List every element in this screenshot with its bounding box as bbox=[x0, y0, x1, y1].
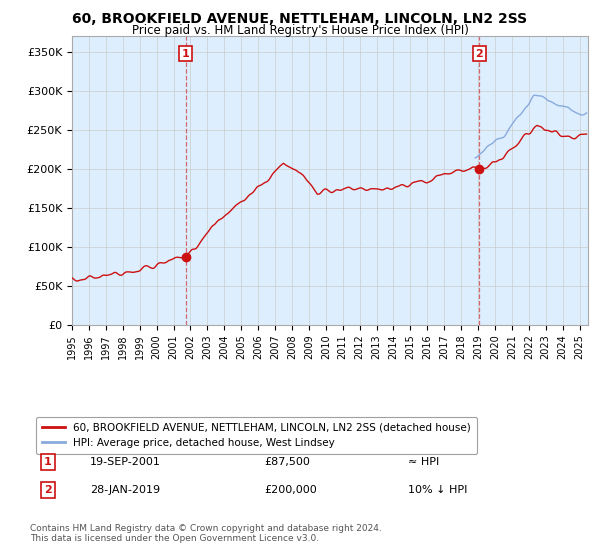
Text: 1: 1 bbox=[182, 49, 190, 59]
Text: 2: 2 bbox=[44, 485, 52, 495]
Text: 10% ↓ HPI: 10% ↓ HPI bbox=[408, 485, 467, 495]
Text: £87,500: £87,500 bbox=[264, 457, 310, 467]
Text: ≈ HPI: ≈ HPI bbox=[408, 457, 439, 467]
Text: 2: 2 bbox=[475, 49, 483, 59]
Text: 60, BROOKFIELD AVENUE, NETTLEHAM, LINCOLN, LN2 2SS: 60, BROOKFIELD AVENUE, NETTLEHAM, LINCOL… bbox=[73, 12, 527, 26]
Text: 19-SEP-2001: 19-SEP-2001 bbox=[90, 457, 161, 467]
Text: £200,000: £200,000 bbox=[264, 485, 317, 495]
Text: 1: 1 bbox=[44, 457, 52, 467]
Text: 28-JAN-2019: 28-JAN-2019 bbox=[90, 485, 160, 495]
Text: Contains HM Land Registry data © Crown copyright and database right 2024.
This d: Contains HM Land Registry data © Crown c… bbox=[30, 524, 382, 543]
Text: Price paid vs. HM Land Registry's House Price Index (HPI): Price paid vs. HM Land Registry's House … bbox=[131, 24, 469, 36]
Legend: 60, BROOKFIELD AVENUE, NETTLEHAM, LINCOLN, LN2 2SS (detached house), HPI: Averag: 60, BROOKFIELD AVENUE, NETTLEHAM, LINCOL… bbox=[36, 417, 478, 454]
